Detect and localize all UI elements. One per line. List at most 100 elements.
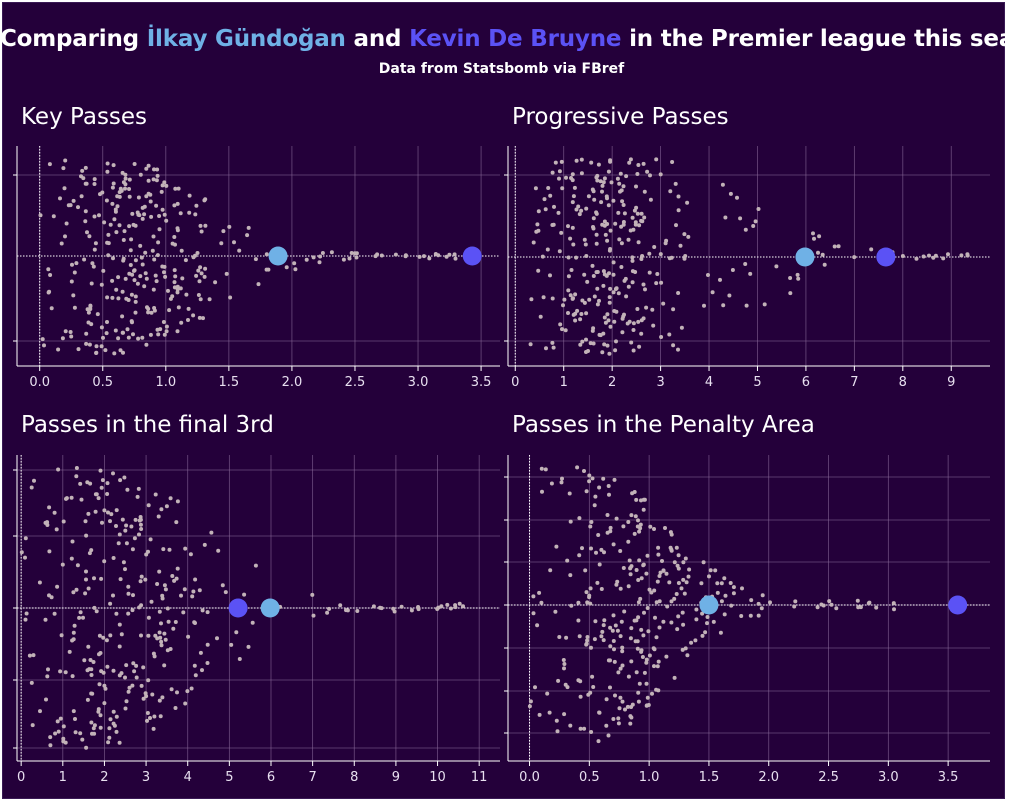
player-dot (590, 674, 595, 679)
player-dot (657, 574, 662, 578)
player-dot (548, 273, 552, 278)
player-dot (83, 591, 88, 596)
player-dot (627, 160, 632, 165)
player-dot (647, 653, 652, 658)
player-dot (105, 481, 110, 486)
player-dot (44, 697, 48, 702)
player-dot (215, 636, 219, 641)
player-dot (728, 581, 733, 585)
player-dot (608, 644, 613, 649)
player-dot (196, 268, 201, 273)
player-dot (200, 608, 205, 613)
player-dot (617, 237, 622, 242)
player-dot (63, 158, 68, 163)
player-dot (601, 283, 606, 288)
player-dot (292, 261, 297, 266)
player-dot (589, 520, 594, 524)
player-dot (317, 260, 322, 265)
player-dot (672, 596, 677, 601)
player-dot (615, 176, 620, 181)
player-dot (641, 161, 646, 166)
player-dot (579, 208, 584, 213)
player-dot (180, 276, 185, 281)
player-dot (30, 723, 35, 728)
x-tick-label: 2.0 (282, 375, 303, 390)
player-dot (557, 176, 561, 181)
player-dot (121, 560, 126, 565)
player-dot (834, 606, 839, 611)
player-dot (121, 350, 125, 355)
player-dot (105, 320, 109, 324)
player-dot (642, 497, 647, 502)
player-dot (129, 237, 134, 242)
player-dot (731, 591, 736, 596)
player-dot (583, 568, 588, 573)
player-dot (597, 710, 602, 715)
player-dot (584, 641, 589, 646)
player-dot (604, 194, 609, 199)
player-dot (608, 625, 613, 630)
player-dot (131, 332, 135, 337)
player-dot (639, 627, 644, 632)
player-dot (589, 546, 593, 551)
x-tick-label: 2 (608, 375, 616, 390)
player-dot (151, 177, 156, 182)
player-dot (812, 236, 816, 241)
player-dot (105, 664, 110, 669)
player-dot (193, 253, 197, 258)
player-dot (100, 520, 104, 525)
player-dot (38, 709, 42, 714)
player-dot (168, 496, 173, 501)
player-dot (179, 248, 184, 253)
player-dot (187, 193, 192, 198)
player-dot (202, 542, 207, 547)
player-dot (569, 603, 574, 608)
player-dot (118, 348, 123, 353)
player-dot (232, 240, 236, 245)
player-dot (670, 160, 675, 164)
player-dot (683, 556, 688, 561)
player-dot (197, 588, 202, 593)
player-dot (604, 697, 609, 702)
player-dot (702, 303, 706, 308)
player-dot (531, 611, 536, 616)
player-dot (234, 630, 239, 635)
player-dot (58, 716, 63, 721)
player-dot (762, 302, 767, 307)
player-dot (560, 476, 564, 481)
player-dot (196, 293, 201, 297)
player-dot (644, 703, 649, 708)
player-dot (97, 633, 102, 638)
player-dot (132, 536, 137, 541)
player-dot (597, 485, 602, 490)
player-dot (658, 172, 663, 177)
player-dot (71, 637, 76, 642)
player-dot (73, 730, 78, 735)
player-dot (205, 610, 210, 615)
player-dot (64, 496, 68, 501)
player-dot (245, 233, 250, 238)
player-dot (591, 216, 596, 221)
player-dot (566, 288, 571, 293)
player-dot (102, 683, 107, 688)
player-dot (111, 256, 115, 261)
player-dot (151, 234, 156, 239)
player-dot (191, 589, 196, 594)
x-tick-label: 1.0 (155, 375, 176, 390)
player-dot (69, 334, 74, 339)
player-dot (623, 707, 627, 712)
player-dot (632, 531, 637, 536)
panel-title-key-passes: Key Passes (21, 104, 148, 130)
player-dot (584, 311, 589, 316)
player-dot (116, 336, 121, 341)
player-dot (63, 329, 68, 334)
player-dot (535, 623, 540, 628)
player-dot (622, 278, 627, 283)
player-dot (126, 611, 131, 616)
player-dot (613, 221, 618, 226)
player-dot (768, 600, 772, 605)
player-dot (48, 743, 53, 748)
player-dot (198, 297, 203, 302)
player-dot (607, 295, 612, 300)
player-dot (650, 691, 654, 696)
